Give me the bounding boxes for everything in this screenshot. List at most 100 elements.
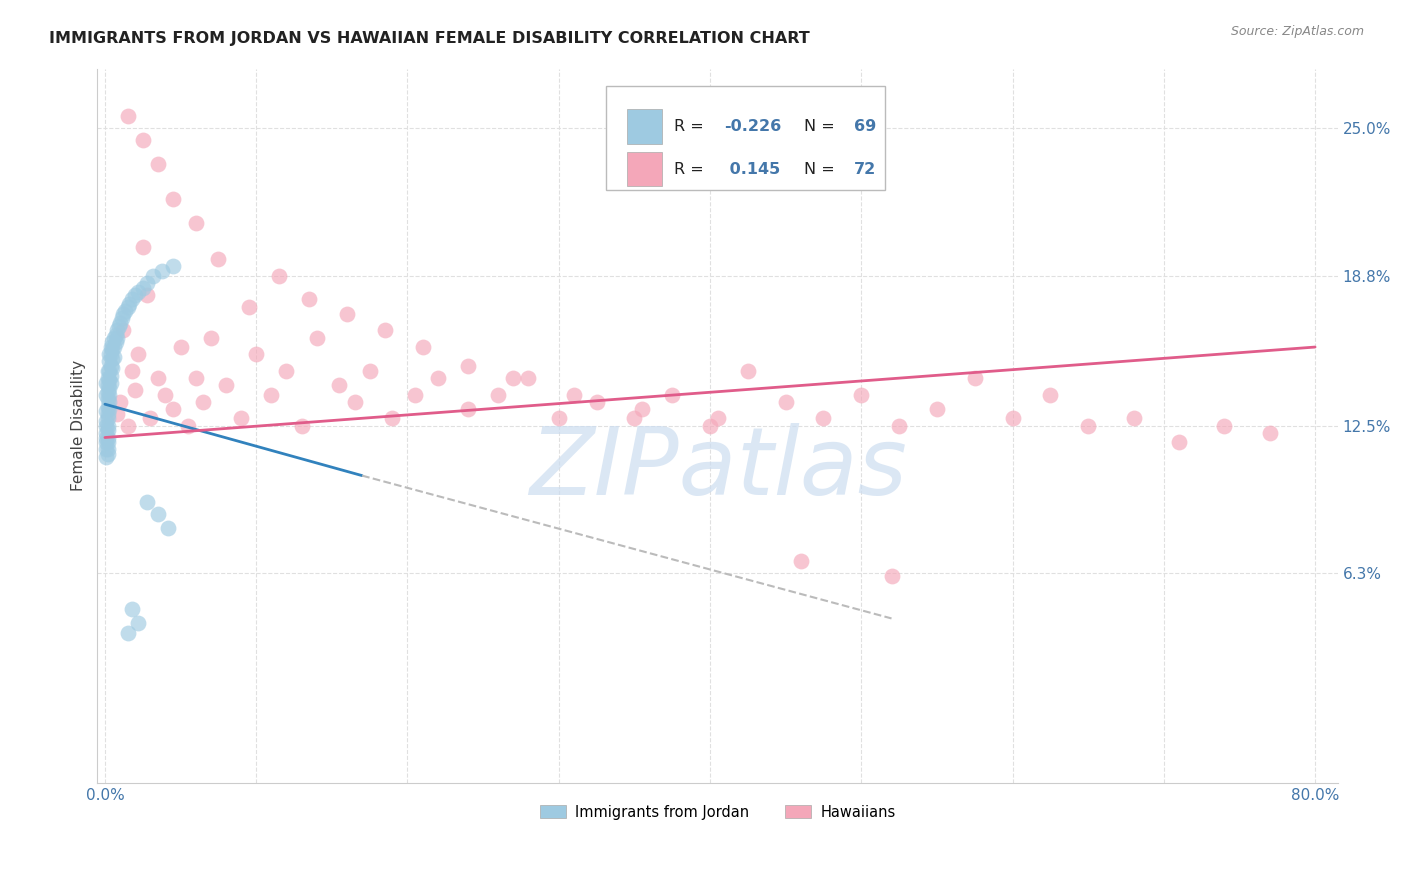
Hawaiians bbox=[162, 193, 184, 207]
Hawaiians bbox=[290, 418, 312, 433]
Immigrants from Jordan bbox=[136, 495, 159, 509]
Immigrants from Jordan bbox=[100, 368, 122, 383]
Immigrants from Jordan bbox=[97, 364, 120, 378]
Hawaiians bbox=[880, 568, 903, 582]
Text: 0.145: 0.145 bbox=[724, 161, 780, 177]
Hawaiians bbox=[336, 307, 359, 321]
FancyBboxPatch shape bbox=[627, 110, 662, 144]
Hawaiians bbox=[631, 401, 654, 416]
Immigrants from Jordan bbox=[98, 354, 121, 368]
Hawaiians bbox=[276, 364, 298, 378]
Hawaiians bbox=[359, 364, 381, 378]
Immigrants from Jordan bbox=[124, 287, 146, 301]
Immigrants from Jordan bbox=[97, 400, 120, 414]
Immigrants from Jordan bbox=[127, 285, 149, 300]
Immigrants from Jordan bbox=[110, 311, 132, 326]
Hawaiians bbox=[146, 371, 169, 385]
FancyBboxPatch shape bbox=[627, 152, 662, 186]
Immigrants from Jordan bbox=[142, 268, 165, 283]
Immigrants from Jordan bbox=[97, 435, 120, 450]
Hawaiians bbox=[775, 394, 797, 409]
Immigrants from Jordan bbox=[98, 380, 121, 394]
Immigrants from Jordan bbox=[162, 259, 184, 273]
Immigrants from Jordan bbox=[98, 373, 121, 387]
Hawaiians bbox=[706, 411, 728, 425]
Hawaiians bbox=[1122, 411, 1144, 425]
Immigrants from Jordan bbox=[101, 361, 124, 376]
Hawaiians bbox=[790, 554, 813, 568]
Immigrants from Jordan bbox=[157, 521, 180, 535]
FancyBboxPatch shape bbox=[606, 87, 884, 190]
Hawaiians bbox=[1213, 418, 1236, 433]
Hawaiians bbox=[105, 407, 128, 421]
Hawaiians bbox=[108, 394, 131, 409]
Hawaiians bbox=[1001, 411, 1024, 425]
Immigrants from Jordan bbox=[96, 414, 118, 428]
Hawaiians bbox=[374, 323, 396, 337]
Immigrants from Jordan bbox=[146, 507, 169, 521]
Hawaiians bbox=[1039, 387, 1062, 401]
Hawaiians bbox=[238, 300, 260, 314]
Hawaiians bbox=[245, 347, 267, 361]
Hawaiians bbox=[851, 387, 873, 401]
Immigrants from Jordan bbox=[98, 401, 121, 416]
Hawaiians bbox=[887, 418, 910, 433]
Immigrants from Jordan bbox=[97, 411, 120, 425]
Immigrants from Jordan bbox=[112, 307, 135, 321]
Text: -0.226: -0.226 bbox=[724, 120, 780, 134]
Immigrants from Jordan bbox=[96, 435, 118, 450]
Immigrants from Jordan bbox=[97, 447, 120, 461]
Hawaiians bbox=[184, 371, 207, 385]
Hawaiians bbox=[486, 387, 509, 401]
Immigrants from Jordan bbox=[98, 347, 121, 361]
Text: R =: R = bbox=[673, 120, 709, 134]
Hawaiians bbox=[121, 364, 143, 378]
Immigrants from Jordan bbox=[101, 343, 124, 357]
Hawaiians bbox=[562, 387, 585, 401]
Hawaiians bbox=[132, 133, 155, 147]
Immigrants from Jordan bbox=[107, 318, 129, 333]
Immigrants from Jordan bbox=[132, 280, 155, 294]
Y-axis label: Female Disability: Female Disability bbox=[72, 360, 86, 491]
Immigrants from Jordan bbox=[96, 387, 118, 401]
Hawaiians bbox=[925, 401, 948, 416]
Hawaiians bbox=[117, 418, 139, 433]
Immigrants from Jordan bbox=[118, 297, 141, 311]
Hawaiians bbox=[426, 371, 449, 385]
Hawaiians bbox=[517, 371, 540, 385]
Text: R =: R = bbox=[673, 161, 709, 177]
Hawaiians bbox=[412, 340, 434, 354]
Immigrants from Jordan bbox=[97, 385, 120, 400]
Immigrants from Jordan bbox=[97, 407, 120, 421]
Immigrants from Jordan bbox=[100, 347, 122, 361]
Immigrants from Jordan bbox=[127, 616, 149, 631]
Hawaiians bbox=[169, 340, 191, 354]
Immigrants from Jordan bbox=[101, 335, 124, 350]
Hawaiians bbox=[328, 378, 350, 392]
Immigrants from Jordan bbox=[103, 340, 125, 354]
Hawaiians bbox=[124, 383, 146, 397]
Immigrants from Jordan bbox=[97, 392, 120, 407]
Immigrants from Jordan bbox=[152, 264, 174, 278]
Text: IMMIGRANTS FROM JORDAN VS HAWAIIAN FEMALE DISABILITY CORRELATION CHART: IMMIGRANTS FROM JORDAN VS HAWAIIAN FEMAL… bbox=[49, 31, 810, 46]
Hawaiians bbox=[117, 109, 139, 123]
Immigrants from Jordan bbox=[96, 442, 118, 457]
Hawaiians bbox=[184, 216, 207, 230]
Hawaiians bbox=[193, 394, 215, 409]
Immigrants from Jordan bbox=[96, 430, 118, 444]
Immigrants from Jordan bbox=[96, 425, 118, 440]
Text: N =: N = bbox=[804, 120, 841, 134]
Text: 72: 72 bbox=[853, 161, 876, 177]
Hawaiians bbox=[963, 371, 986, 385]
Immigrants from Jordan bbox=[98, 387, 121, 401]
Text: Source: ZipAtlas.com: Source: ZipAtlas.com bbox=[1230, 25, 1364, 38]
Hawaiians bbox=[813, 411, 835, 425]
Hawaiians bbox=[699, 418, 721, 433]
Text: 69: 69 bbox=[853, 120, 876, 134]
Immigrants from Jordan bbox=[97, 442, 120, 457]
Immigrants from Jordan bbox=[97, 430, 120, 444]
Hawaiians bbox=[623, 411, 645, 425]
Immigrants from Jordan bbox=[108, 316, 131, 330]
Immigrants from Jordan bbox=[105, 330, 128, 344]
Immigrants from Jordan bbox=[117, 300, 139, 314]
